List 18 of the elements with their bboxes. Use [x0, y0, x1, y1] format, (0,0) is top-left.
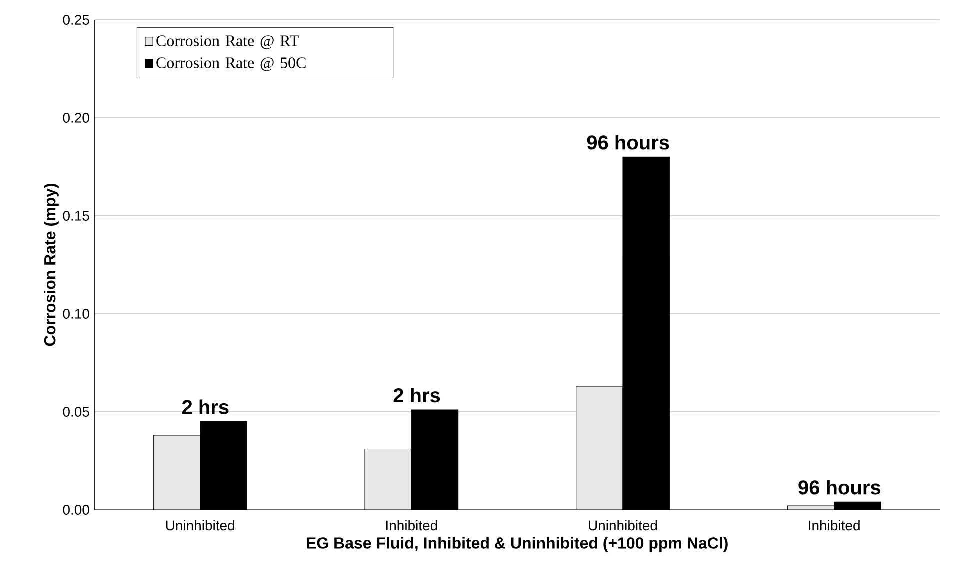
y-tick-label: 0.10	[63, 309, 90, 319]
y-tick-label: 0.00	[63, 505, 90, 515]
legend-label: Corrosion Rate @ RT	[156, 36, 300, 50]
x-tick-label: Inhibited	[386, 520, 438, 531]
x-tick-label: Uninhibited	[589, 520, 658, 531]
annotation: 96 hours	[587, 135, 670, 150]
annotation: 2 hrs	[394, 388, 440, 403]
y-tick-label: 0.15	[63, 211, 90, 221]
x-tick-label: Inhibited	[809, 520, 860, 531]
y-tick-label: 0.25	[63, 15, 90, 25]
y-axis-title: Corrosion Rate (mpy)	[44, 184, 59, 346]
x-tick-label: Uninhibited	[166, 520, 234, 531]
y-tick-label: 0.05	[63, 407, 90, 417]
legend-label: Corrosion Rate @ 50C	[156, 58, 306, 72]
y-tick-label: 0.20	[63, 113, 90, 123]
annotation: 96 hours	[798, 480, 880, 495]
x-axis-title: EG Base Fluid, Inhibited & Uninhibited (+100 ppm NaCl)	[307, 537, 728, 552]
annotation: 2 hrs	[182, 400, 229, 414]
